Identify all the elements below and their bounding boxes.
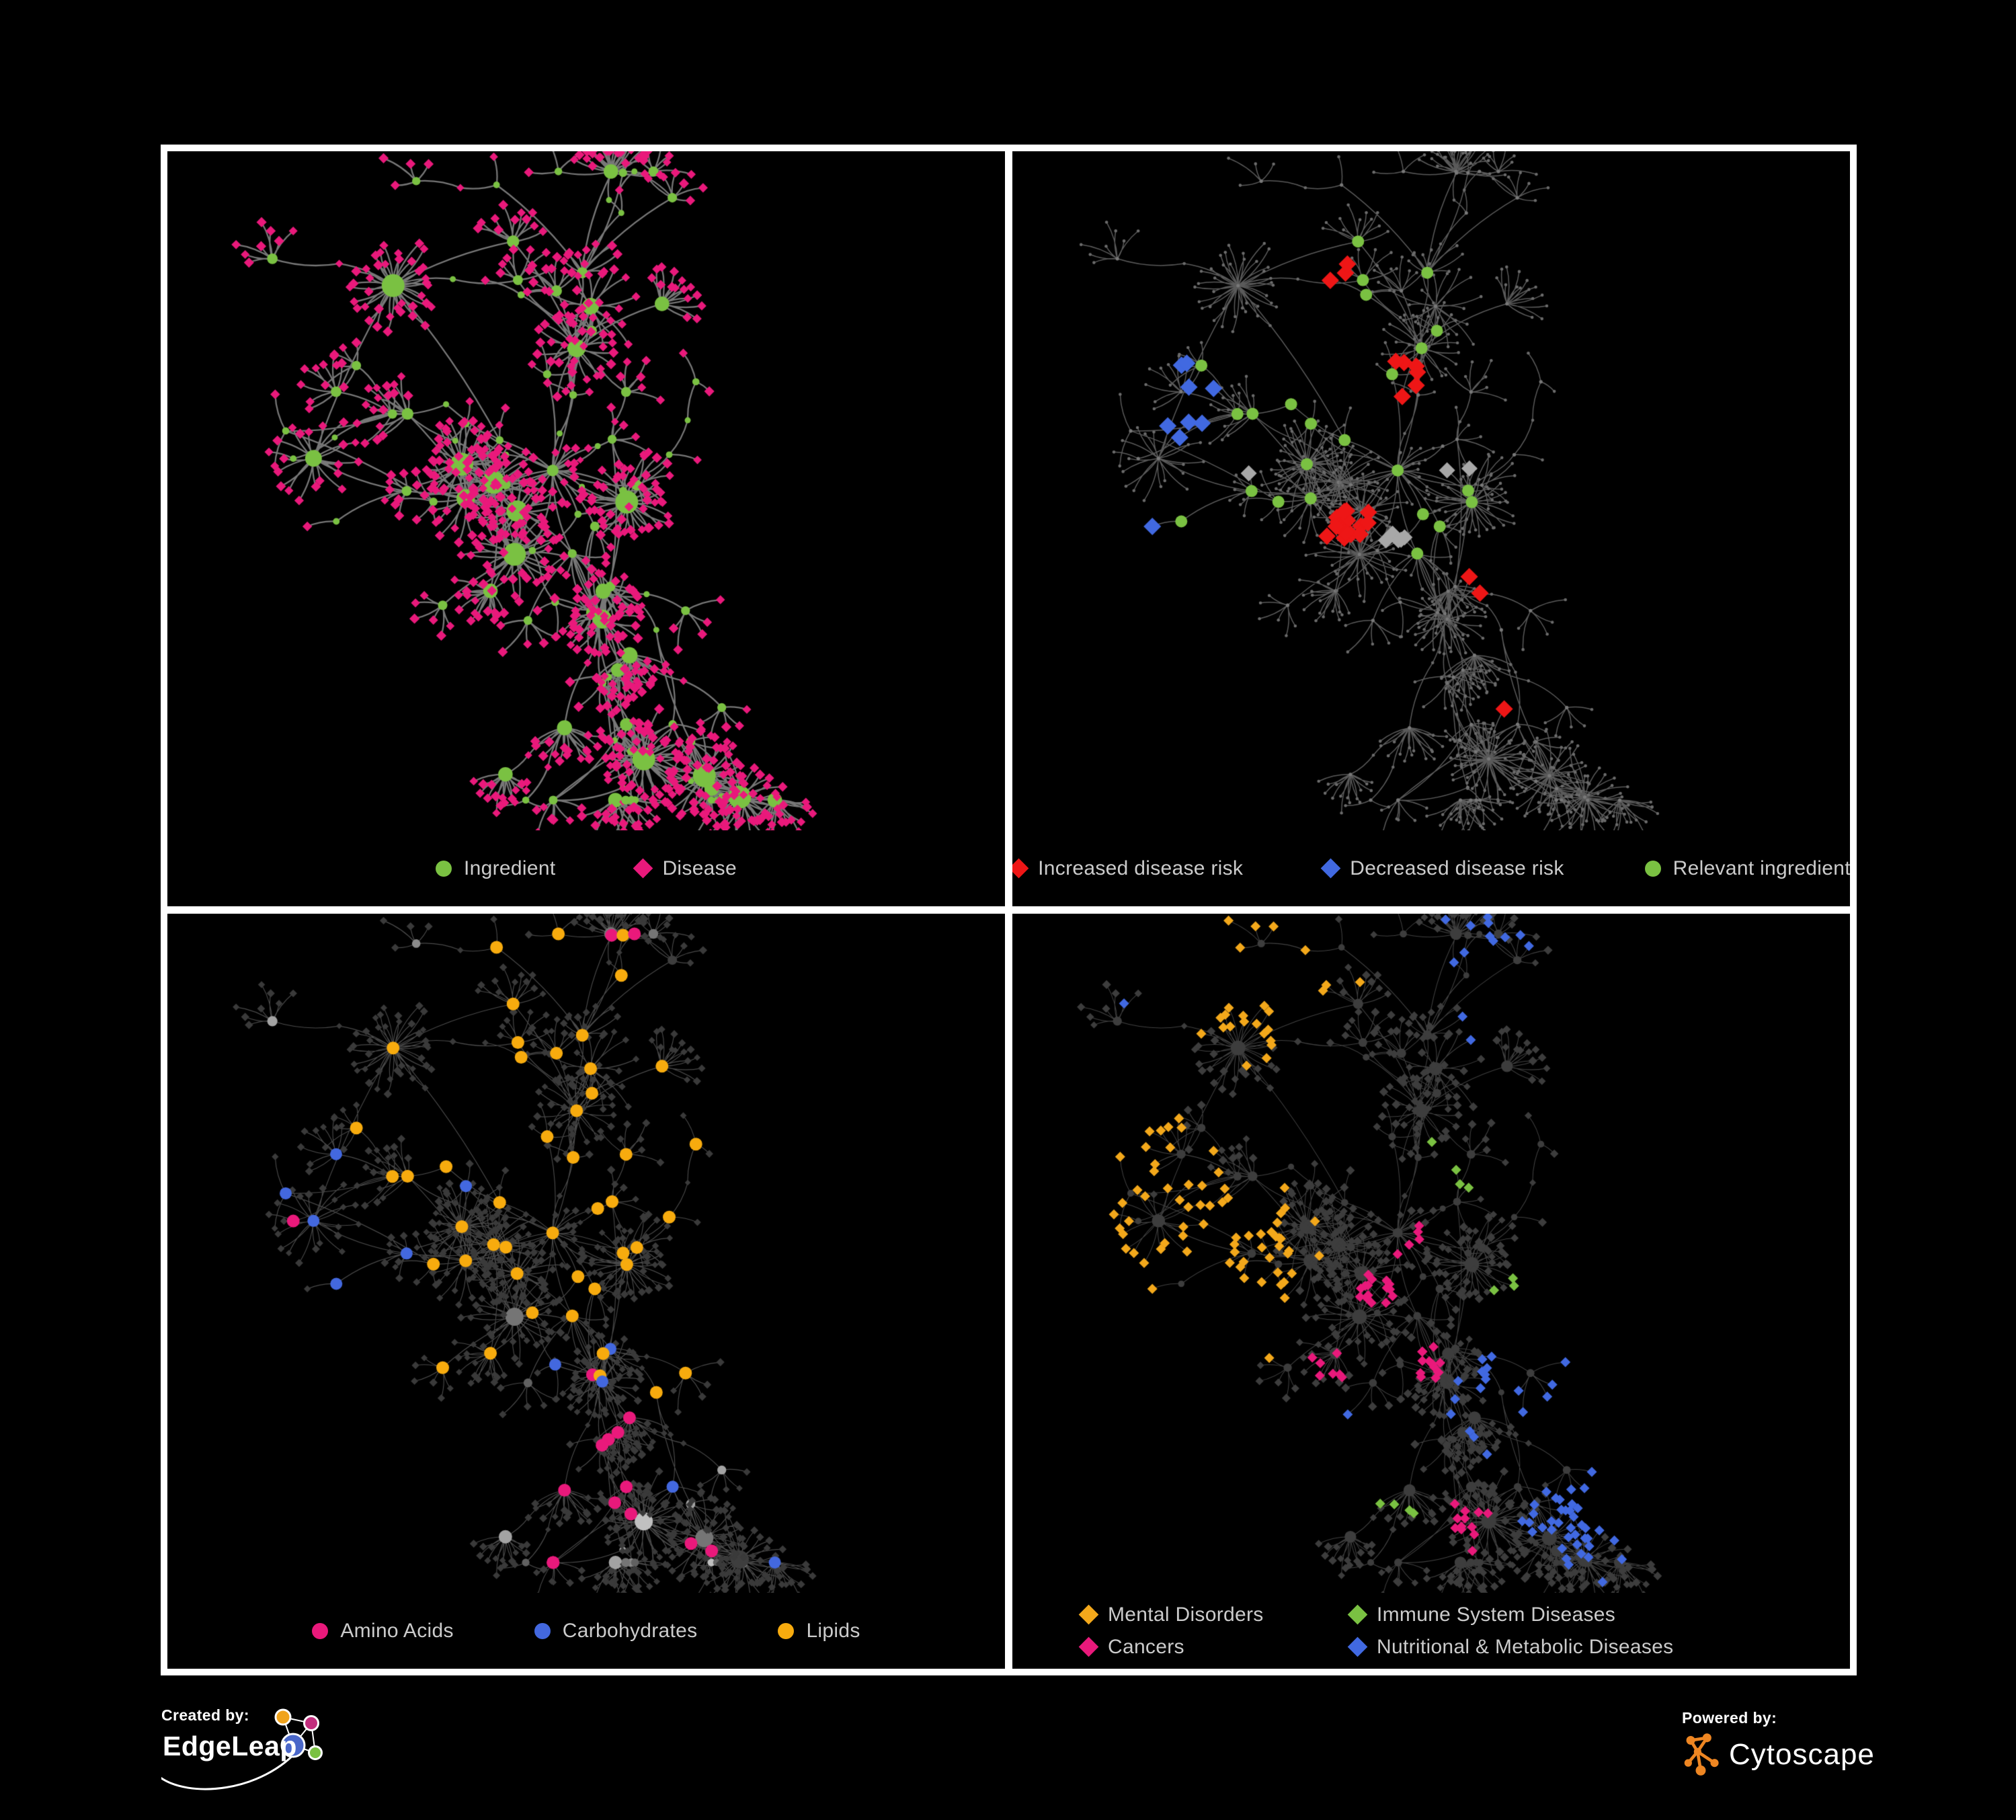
created-by-credit: Created by: EdgeLeap	[161, 1706, 363, 1807]
edgeleap-brand: EdgeLeap	[163, 1731, 297, 1762]
legend-label: Lipids	[806, 1619, 860, 1642]
legend-swatch-diamond	[1347, 1636, 1368, 1657]
created-by-label: Created by:	[161, 1706, 249, 1724]
legend-label: Ingredient	[464, 857, 556, 879]
legend-swatch-diamond	[1078, 1604, 1099, 1625]
network-canvas-disease-categories	[1012, 914, 1850, 1593]
legend-label: Immune System Diseases	[1377, 1603, 1616, 1626]
cytoscape-logo-icon	[1684, 1733, 1719, 1776]
legend-item-circle: Lipids	[778, 1620, 860, 1643]
legend-swatch-circle	[778, 1622, 795, 1639]
legend-label: Amino Acids	[340, 1619, 454, 1642]
legend-item-circle: Carbohydrates	[534, 1620, 698, 1643]
legend-swatch-diamond	[633, 858, 653, 879]
legend-label: Carbohydrates	[562, 1619, 698, 1642]
legend-item-diamond: Disease	[633, 857, 737, 880]
network-canvas-disease-risk	[1012, 151, 1850, 830]
legend-item-circle: Relevant ingredient	[1644, 857, 1850, 880]
legend-ingredient-disease: Ingredient Disease	[167, 830, 1005, 906]
powered-by-label: Powered by:	[1682, 1709, 1777, 1727]
powered-by-credit: Powered by: Cytoscape	[1682, 1709, 1991, 1803]
legend-label: Decreased disease risk	[1350, 857, 1564, 879]
legend-label: Mental Disorders	[1108, 1603, 1264, 1626]
legend-label: Cancers	[1108, 1635, 1184, 1658]
legend-label: Nutritional & Metabolic Diseases	[1377, 1635, 1674, 1658]
edgeleap-logo-icon	[161, 1708, 323, 1790]
panel-grid: Ingredient Disease Increased disease risk D…	[161, 145, 1857, 1675]
legend-disease-categories: Mental Disorders Immune System Diseases Ca…	[1012, 1593, 1850, 1669]
legend-swatch-diamond	[1320, 858, 1341, 879]
legend-label: Increased disease risk	[1038, 857, 1244, 879]
panel-disease-risk: Increased disease risk Decreased disease …	[1012, 151, 1850, 906]
panel-ingredient-disease: Ingredient Disease	[167, 151, 1005, 906]
legend-item-diamond: Cancers	[1078, 1635, 1350, 1659]
legend-swatch-diamond	[1347, 1604, 1368, 1625]
network-canvas-ingredient-disease	[167, 151, 1005, 830]
legend-disease-risk: Increased disease risk Decreased disease …	[1012, 830, 1850, 906]
legend-swatch-circle	[534, 1622, 551, 1639]
legend-item-circle: Amino Acids	[312, 1620, 453, 1643]
legend-item-diamond: Nutritional & Metabolic Diseases	[1347, 1635, 1781, 1659]
panel-disease-categories: Mental Disorders Immune System Diseases Ca…	[1012, 914, 1850, 1669]
legend-item-diamond: Immune System Diseases	[1347, 1603, 1781, 1626]
panel-macronutrients: Amino Acids Carbohydrates Lipids	[167, 914, 1005, 1669]
legend-item-diamond: Mental Disorders	[1078, 1603, 1350, 1626]
legend-swatch-circle	[436, 860, 452, 877]
legend-item-circle: Ingredient	[436, 857, 555, 880]
legend-swatch-diamond	[1078, 1636, 1099, 1657]
legend-swatch-circle	[1644, 860, 1661, 877]
legend-swatch-circle	[312, 1622, 329, 1639]
cytoscape-brand: Cytoscape	[1729, 1738, 1875, 1771]
legend-swatch-diamond	[1012, 858, 1029, 879]
legend-macronutrients: Amino Acids Carbohydrates Lipids	[167, 1593, 1005, 1669]
legend-item-diamond: Increased disease risk	[1012, 857, 1243, 880]
legend-item-diamond: Decreased disease risk	[1320, 857, 1564, 880]
legend-label: Relevant ingredient	[1672, 857, 1850, 879]
network-canvas-macronutrients	[167, 914, 1005, 1593]
legend-label: Disease	[662, 857, 737, 879]
